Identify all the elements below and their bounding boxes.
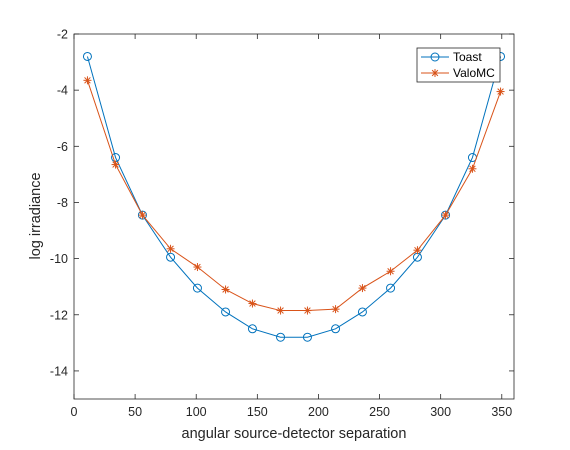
y-tick-label: -4: [57, 84, 68, 98]
data-point-toast: [302, 332, 312, 342]
data-point-valomc: [83, 76, 92, 85]
data-point-valomc: [276, 306, 285, 315]
data-point-toast: [386, 283, 396, 293]
data-point-valomc: [193, 263, 202, 272]
data-point-valomc: [331, 305, 340, 314]
x-tick-label: 150: [247, 405, 268, 419]
data-point-valomc: [303, 306, 312, 315]
data-point-toast: [331, 324, 341, 334]
data-point-valomc: [166, 244, 175, 253]
y-tick-label: -2: [57, 28, 68, 42]
data-point-toast: [192, 283, 202, 293]
data-point-valomc: [138, 211, 147, 220]
x-axis-label: angular source-detector separation: [182, 426, 407, 442]
legend-entry-toast: Toast: [421, 50, 482, 64]
data-point-toast: [276, 332, 286, 342]
y-tick-label: -10: [50, 252, 68, 266]
data-point-valomc: [111, 160, 120, 169]
x-tick-label: 50: [128, 405, 142, 419]
x-tick-label: 350: [491, 405, 512, 419]
data-point-valomc: [496, 87, 505, 96]
data-point-valomc: [441, 211, 450, 220]
series-line-toast: [86, 56, 502, 338]
x-tick-label: 200: [308, 405, 329, 419]
data-point-toast: [221, 307, 231, 317]
data-point-valomc: [386, 267, 395, 276]
data-point-toast: [166, 252, 176, 262]
legend-box: [416, 47, 501, 83]
legend-marker-toast: [430, 52, 440, 62]
data-point-valomc: [468, 164, 477, 173]
x-tick-label: 300: [430, 405, 451, 419]
data-point-valomc: [358, 284, 367, 293]
y-tick-label: -12: [50, 308, 68, 322]
data-point-valomc: [248, 299, 257, 308]
legend-label: Toast: [453, 50, 482, 64]
legend-label: ValoMC: [453, 66, 495, 80]
series-valomc: [83, 76, 505, 315]
data-point-toast: [357, 307, 367, 317]
y-tick-label: -14: [50, 364, 68, 378]
plot-area: [74, 34, 514, 399]
plot-box: [73, 33, 515, 400]
data-point-valomc: [221, 285, 230, 294]
series-line-valomc: [86, 80, 502, 312]
axes: 0 50 100 150 200 250 300 350 -2 -4 -6 -8 -10 -12 -14: [50, 28, 514, 419]
x-tick-label: 250: [369, 405, 390, 419]
data-point-toast: [247, 324, 257, 334]
x-tick-label: 0: [71, 405, 78, 419]
legend: Toast ValoMC: [416, 47, 501, 83]
legend-entry-valomc: ValoMC: [421, 66, 495, 80]
series-toast: [82, 51, 506, 342]
series-layer: [82, 51, 506, 342]
data-point-valomc: [413, 246, 422, 255]
y-tick-label: -8: [57, 196, 68, 210]
y-tick-label: -6: [57, 140, 68, 154]
y-axis-label: log irradiance: [28, 172, 44, 259]
x-tick-label: 100: [186, 405, 207, 419]
legend-marker-valomc: [431, 69, 439, 77]
data-point-toast: [82, 51, 92, 61]
